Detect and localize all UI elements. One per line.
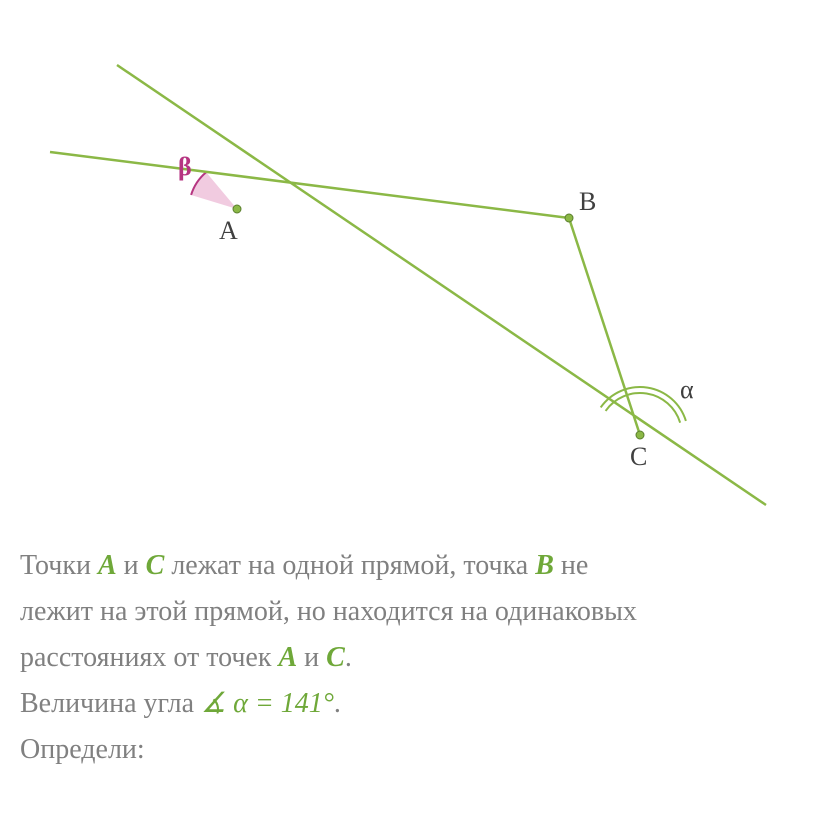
- text-fragment: не: [554, 550, 588, 581]
- svg-text:A: A: [219, 216, 238, 245]
- text-fragment: Величина угла: [20, 688, 201, 719]
- text-fragment: и: [297, 642, 326, 673]
- problem-text: Точки A и C лежат на одной прямой, точка…: [0, 545, 828, 775]
- text-line-5: Определи:: [20, 729, 808, 771]
- text-line-3: расстояниях от точек A и C.: [20, 637, 808, 679]
- point-ref-c: C: [326, 642, 345, 673]
- angle-value: ∡ α = 141°: [201, 688, 334, 719]
- text-fragment: .: [345, 642, 352, 673]
- point-ref-a: A: [278, 642, 297, 673]
- svg-text:α: α: [680, 375, 694, 404]
- point-ref-b: B: [535, 550, 554, 581]
- text-fragment: расстояниях от точек: [20, 642, 278, 673]
- text-fragment: .: [334, 688, 341, 719]
- diagram-svg: A B Cβ α: [0, 0, 828, 530]
- point-ref-c: C: [146, 550, 165, 581]
- text-line-1: Точки A и C лежат на одной прямой, точка…: [20, 545, 808, 587]
- geometry-diagram: A B Cβ α: [0, 0, 828, 530]
- svg-text:β: β: [178, 152, 192, 181]
- text-fragment: лежит на этой прямой, но находится на од…: [20, 596, 637, 627]
- text-fragment: Точки: [20, 550, 98, 581]
- text-fragment: лежат на одной прямой, точка: [164, 550, 535, 581]
- point-ref-a: A: [98, 550, 117, 581]
- svg-text:B: B: [579, 187, 596, 216]
- svg-text:C: C: [630, 442, 647, 471]
- text-line-2: лежит на этой прямой, но находится на од…: [20, 591, 808, 633]
- text-fragment: и: [117, 550, 146, 581]
- text-line-4: Величина угла ∡ α = 141°.: [20, 683, 808, 725]
- text-fragment: Определи:: [20, 734, 145, 765]
